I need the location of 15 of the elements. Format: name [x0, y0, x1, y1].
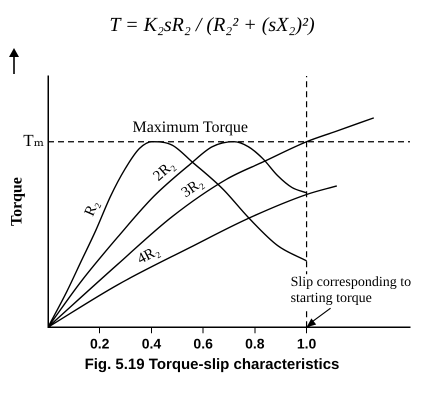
annotation: Slip corresponding to starting torque	[290, 274, 412, 306]
text: 3R₂	[178, 174, 206, 202]
ref-line-label: Tₘ	[23, 131, 44, 150]
x-tick-label: 0.4	[142, 335, 162, 352]
y-axis-title: Torque	[8, 177, 26, 226]
text: R₂	[82, 198, 102, 219]
x-tick-label: 0.2	[90, 335, 110, 352]
chart-title: T = K₂sR₂ / (R₂² + (sX₂)²)	[108, 13, 316, 38]
text: 2R₂	[150, 157, 178, 185]
annotation: Maximum Torque	[132, 118, 248, 136]
caption: Fig. 5.19 Torque-slip characteristics	[84, 356, 340, 373]
x-tick-label: 0.6	[193, 335, 214, 352]
x-tick-label: 1.0	[296, 335, 317, 352]
x-tick-label: 0.8	[245, 335, 265, 352]
text: 4R₂	[134, 242, 162, 268]
